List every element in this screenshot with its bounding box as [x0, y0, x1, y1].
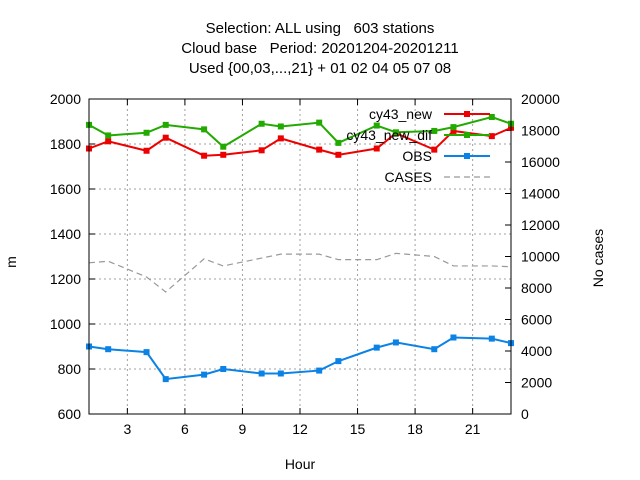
x-tick-label: 18 [407, 421, 423, 437]
y2-tick-label: 6000 [521, 312, 552, 328]
data-point-cy43-new [220, 151, 227, 158]
data-point-cy43-new-dif [201, 126, 208, 133]
data-point-cy43-new [105, 138, 112, 145]
chart-title-line-2: Cloud base Period: 20201204-20201211 [181, 40, 459, 57]
y-tick-label: 800 [58, 361, 82, 377]
data-point-cy43-new-dif [277, 123, 284, 130]
data-point-obs [277, 370, 284, 377]
plot-frame [88, 98, 512, 415]
chart-title-line-3: Used {00,03,...,21} + 01 02 04 05 07 08 [188, 60, 452, 77]
y2-tick-label: 16000 [521, 154, 560, 170]
y2-tick-label: 20000 [521, 91, 560, 107]
data-point-cy43-new-dif [105, 132, 112, 139]
legend-label-cy43-new-dif: cy43_new_dif [346, 127, 432, 143]
series-line-cy43-new-dif [88, 115, 512, 148]
data-point-cy43-new [373, 145, 380, 152]
y2-tick-label: 14000 [521, 186, 560, 202]
data-point-obs [488, 335, 495, 342]
x-tick-label: 12 [292, 421, 308, 437]
data-point-cy43-new [450, 127, 457, 134]
data-point-obs [431, 346, 438, 353]
y2-tick-label: 0 [521, 406, 529, 422]
data-point-obs [335, 358, 342, 365]
chart-title-line-1: Selection: ALL using 603 stations [205, 20, 435, 37]
data-point-cy43-new-dif [488, 114, 495, 120]
data-point-cy43-new-dif [431, 127, 438, 134]
data-point-cy43-new-dif [335, 139, 342, 146]
x-tick-label: 21 [465, 421, 481, 437]
data-point-obs [258, 370, 265, 377]
y-tick-label: 1800 [50, 136, 81, 152]
y-tick-label: 1400 [50, 226, 81, 242]
data-point-cy43-new [277, 135, 284, 142]
axis-ticks: 3 6 9 12 15 18 21 600 800 1000 1200 1400 1600 1800 200… [50, 91, 560, 437]
series-layer [86, 114, 514, 383]
legend-marker-cy43-new [464, 111, 470, 117]
data-point-obs [392, 339, 399, 346]
data-point-cy43-new [431, 146, 438, 153]
data-point-cy43-new-dif [373, 122, 380, 129]
x-tick-label: 15 [350, 421, 366, 437]
y2-axis-label: No cases [590, 229, 606, 287]
series-line-obs [88, 336, 512, 381]
legend-marker-obs [464, 153, 470, 159]
series-line-cy43-new [88, 126, 512, 157]
data-point-obs [201, 371, 208, 378]
data-point-cy43-new [316, 146, 323, 153]
x-axis-label: Hour [285, 456, 316, 472]
data-point-cy43-new [488, 133, 495, 140]
data-point-cy43-new [201, 152, 208, 159]
y2-tick-label: 12000 [521, 217, 560, 233]
legend-marker-cy43-new-dif [464, 132, 470, 138]
data-point-obs [220, 366, 227, 372]
series-line-cases [88, 252, 512, 293]
data-point-cy43-new-dif [220, 143, 227, 150]
data-point-obs [105, 346, 112, 353]
y-tick-label: 2000 [50, 91, 81, 107]
y-tick-label: 1000 [50, 316, 81, 332]
data-point-obs [162, 376, 169, 383]
legend-label-obs: OBS [402, 148, 432, 164]
data-point-cy43-new [335, 151, 342, 158]
x-tick-label: 6 [181, 421, 189, 437]
y2-tick-label: 18000 [521, 123, 560, 139]
y2-tick-label: 10000 [521, 249, 560, 265]
data-point-cy43-new [143, 147, 150, 154]
legend-label-cy43-new: cy43_new [369, 106, 433, 122]
data-point-obs [373, 344, 380, 351]
data-point-cy43-new-dif [162, 121, 169, 128]
data-point-obs [450, 334, 457, 341]
data-point-obs [316, 367, 323, 374]
data-point-obs [143, 349, 150, 356]
x-tick-label: 3 [123, 421, 131, 437]
y-tick-label: 600 [58, 406, 82, 422]
data-point-cy43-new-dif [258, 120, 265, 127]
data-point-cy43-new-dif [450, 124, 457, 131]
y-tick-label: 1200 [50, 271, 81, 287]
y2-tick-label: 8000 [521, 280, 552, 296]
y2-tick-label: 2000 [521, 375, 552, 391]
x-tick-label: 9 [239, 421, 247, 437]
y-axis-label: m [3, 256, 19, 268]
data-point-cy43-new-dif [316, 119, 323, 126]
data-point-cy43-new [258, 147, 265, 154]
data-point-cy43-new-dif [392, 129, 399, 136]
data-point-cy43-new-dif [143, 129, 150, 136]
y-tick-label: 1600 [50, 181, 81, 197]
legend-label-cases: CASES [385, 169, 432, 185]
legend: cy43_new cy43_new_dif OBS CASES [346, 106, 490, 185]
data-point-cy43-new [162, 134, 169, 141]
y2-tick-label: 4000 [521, 343, 552, 359]
